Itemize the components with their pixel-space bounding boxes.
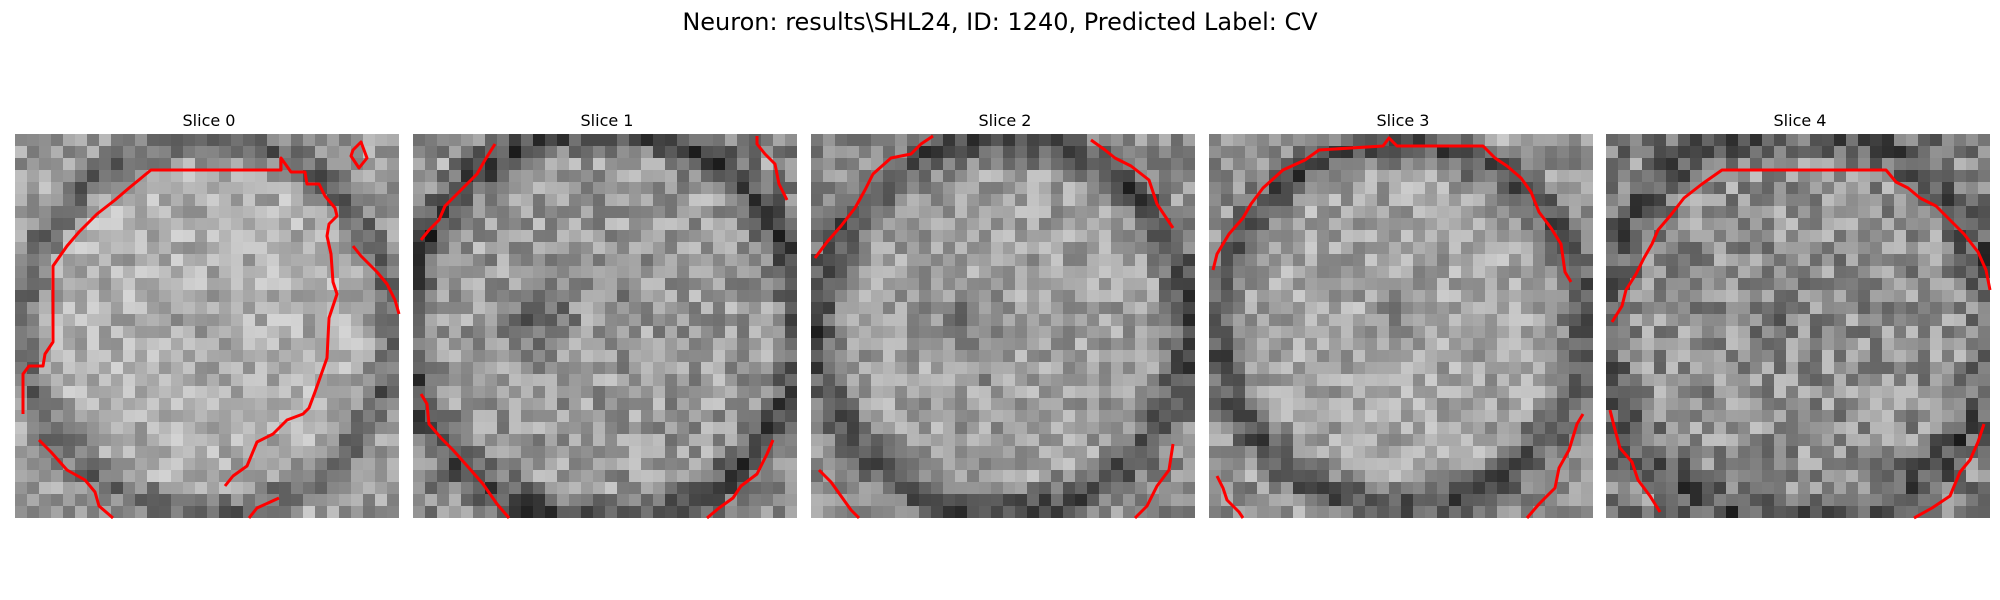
slice-title: Slice 2 [978,111,1032,130]
contour-overlay [813,134,1175,520]
contour-line [1090,138,1175,229]
contour-line [349,140,369,170]
contour-line [1525,413,1585,519]
contour-line [1913,423,1986,520]
slice-title: Slice 3 [1376,111,1430,130]
contour-line [351,245,401,315]
slice-title: Slice 1 [580,111,634,130]
contour-line [247,496,280,519]
slice-title: Slice 4 [1773,111,1827,130]
slice-image [15,134,399,518]
contour-overlay [1608,168,1992,520]
contour-line [1211,136,1573,283]
contour-line [817,468,861,520]
slice-image [413,134,797,518]
slice-panel-0: Slice 0 [15,108,403,520]
contour-line [1215,475,1245,519]
contour-line [706,439,775,520]
contour-line [1133,443,1175,520]
slice-image [811,134,1195,518]
contour-overlay [419,136,789,520]
contour-line [419,393,511,519]
contour-overlay [21,140,401,520]
contour-line [37,438,114,520]
figure-title: Neuron: results\SHL24, ID: 1240, Predict… [682,8,1318,36]
contour-line [419,143,497,241]
contour-line [21,156,339,487]
contour-overlay [1211,136,1585,519]
slice-title: Slice 0 [182,111,236,130]
slice-panel-1: Slice 1 [413,108,801,520]
contour-line [813,134,934,259]
slice-image [1209,134,1593,518]
slice-panel-3: Slice 3 [1209,108,1597,519]
slice-panel-2: Slice 2 [811,108,1199,520]
contour-line [1610,168,1992,323]
contour-line [755,136,789,201]
slice-image [1606,134,1990,518]
contour-line [1608,409,1662,513]
slice-panel-4: Slice 4 [1606,108,1994,520]
